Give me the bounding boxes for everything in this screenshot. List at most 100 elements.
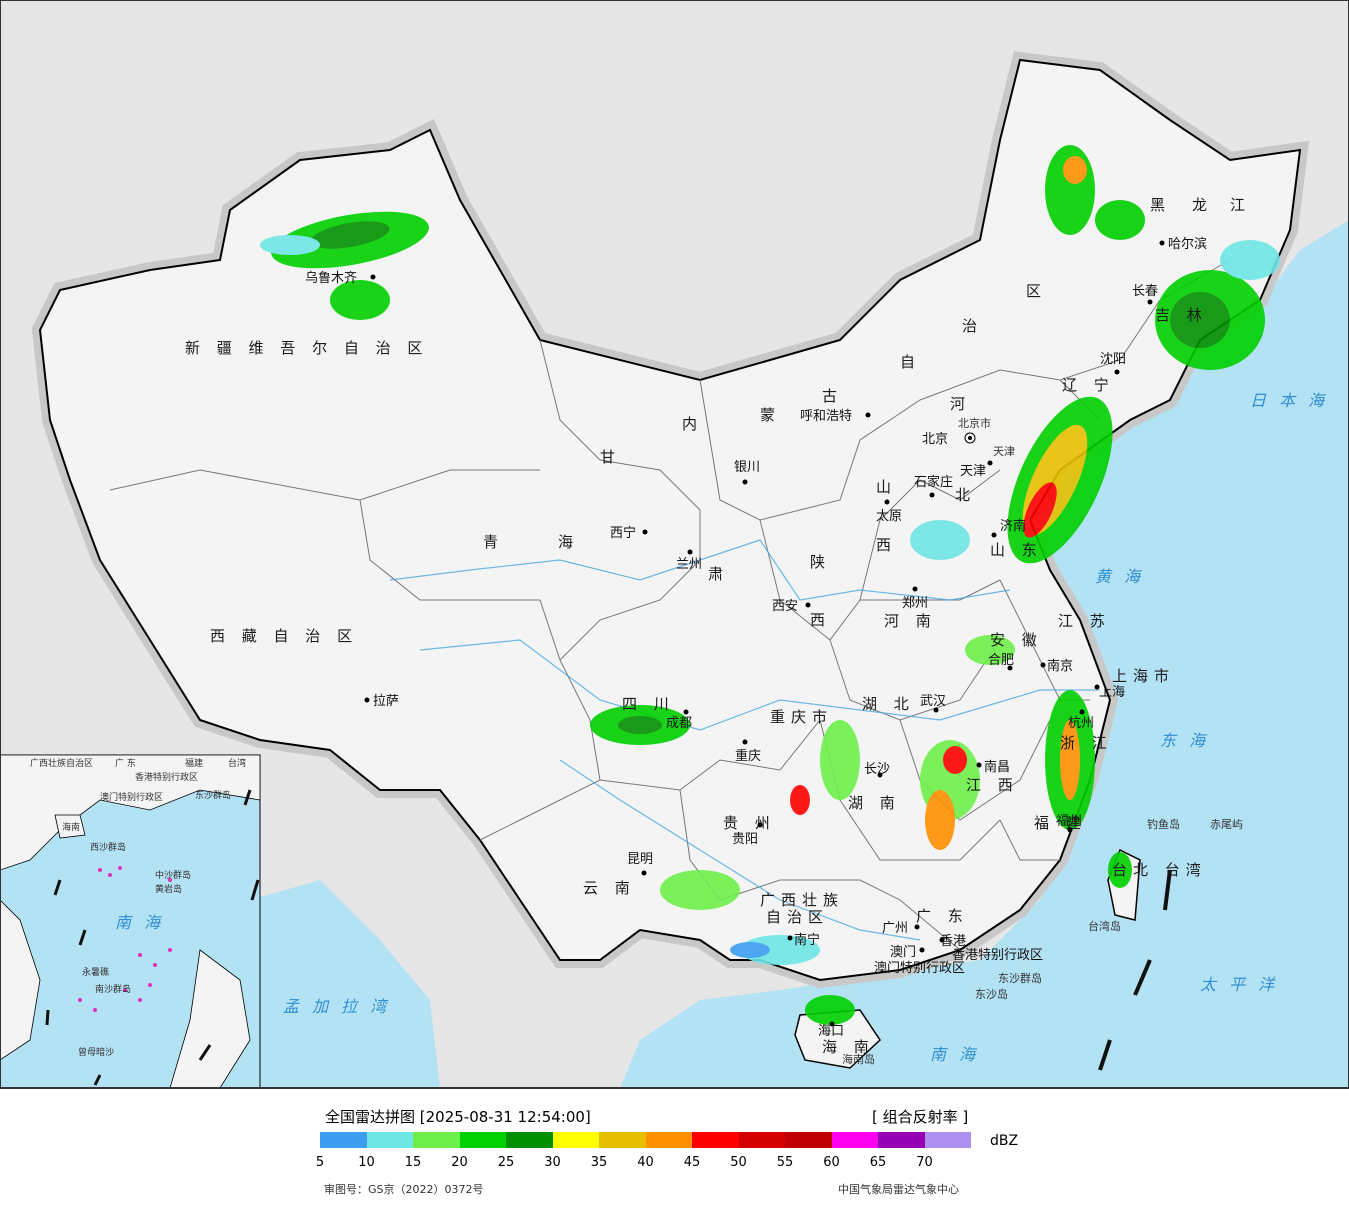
label-xizang: 西 藏 自 治 区: [210, 627, 358, 645]
city-wuhan: 武汉: [920, 694, 946, 709]
label-shaanxi-2: 西: [810, 611, 831, 629]
label-hebei-2: 北: [955, 486, 976, 504]
label-yunnan: 云 南: [583, 879, 636, 897]
city-hohhot: 呼和浩特: [800, 409, 852, 424]
label-shanxi-1: 山: [876, 478, 897, 496]
inset-nansha: 南沙群岛: [95, 983, 131, 995]
city-haikou: 海口: [818, 1024, 844, 1039]
map-title: 全国雷达拼图 [2025-08-31 12:54:00]: [325, 1108, 591, 1126]
label-qinghai-1: 青: [483, 533, 504, 551]
city-harbin: 哈尔滨: [1168, 236, 1207, 252]
city-yinchuan: 银川: [734, 460, 760, 475]
label-zhejiang: 浙 江: [1060, 734, 1113, 752]
ocean-bengal: [250, 880, 440, 1088]
label-jiangxi: 江 西: [966, 776, 1019, 794]
label-hunan: 湖 南: [848, 794, 901, 812]
city-chongqing: 重庆: [735, 748, 761, 764]
label-guangxi-1: 广西壮族: [760, 891, 844, 909]
inset-hk: 香港特别行政区: [135, 771, 198, 783]
city-changsha: 长沙: [864, 762, 890, 777]
city-jinan: 济南: [1000, 518, 1026, 534]
ocean-japan-sea: [1240, 220, 1349, 440]
label-jilin: 吉 林: [1155, 306, 1208, 324]
label-hlj-1: 黑: [1150, 196, 1171, 214]
label-guangdong: 广 东: [916, 907, 969, 925]
inset-zengmu: 曾母暗沙: [78, 1046, 114, 1058]
label-diaoyu: 钓鱼岛: [1147, 817, 1180, 831]
city-xining: 西宁: [610, 525, 636, 541]
approval-number: 审图号：GS京（2022）0372号: [324, 1183, 484, 1196]
tick-label: 40: [637, 1155, 654, 1170]
city-guiyang: 贵阳: [732, 832, 758, 847]
label-xinjiang: 新 疆 维 吾 尔 自 治 区: [185, 339, 428, 357]
inset-fujian: 福建: [185, 757, 203, 769]
tick-label: 60: [823, 1155, 840, 1170]
label-shanxi-2: 西: [876, 536, 897, 554]
swatch-1: [366, 1132, 413, 1148]
hainan-island: [794, 1009, 881, 1069]
inset-dongsha: 东沙群岛: [195, 789, 231, 801]
label-chiwei: 赤尾屿: [1210, 818, 1243, 831]
city-hongkong: 香港: [940, 934, 966, 949]
label-nmg-5: 治: [962, 317, 983, 335]
tick-label: 50: [730, 1155, 747, 1170]
label-hainan: 海 南: [822, 1038, 875, 1056]
city-fuzhou: 福州: [1056, 814, 1082, 829]
label-tianjin-shi: 天津: [993, 445, 1015, 458]
city-nanchang: 南昌: [984, 759, 1010, 775]
tick-label: 35: [590, 1155, 608, 1170]
swatch-10: [785, 1132, 832, 1148]
city-zhengzhou: 郑州: [902, 596, 928, 611]
inset-huangyan: 黄岩岛: [155, 883, 182, 895]
swatch-3: [459, 1132, 506, 1148]
city-nanjing: 南京: [1047, 658, 1073, 674]
inset-south-sea: 南 海: [115, 913, 164, 932]
label-guizhou: 贵 州: [723, 814, 776, 832]
tick-label: 45: [683, 1155, 701, 1170]
tick-label: 25: [497, 1155, 515, 1170]
label-hlj-3: 江: [1230, 196, 1251, 214]
radar-map[interactable]: 新 疆 维 吾 尔 自 治 区 西 藏 自 治 区 青 海 甘 肃 内 蒙 古 …: [0, 0, 1349, 1088]
inset-taiwan: 台湾: [228, 757, 246, 769]
unit-label: dBZ: [990, 1133, 1019, 1149]
swatch-4: [506, 1132, 553, 1148]
label-anhui: 安 徽: [990, 631, 1043, 649]
label-nmg-4: 自: [900, 353, 921, 371]
inset-macau: 澳门特别行政区: [100, 791, 163, 803]
inset-xisha: 西沙群岛: [90, 841, 126, 853]
label-liaoning: 辽 宁: [1062, 376, 1115, 394]
tick-label: 65: [869, 1155, 887, 1170]
label-hebei-1: 河: [950, 395, 971, 413]
label-gansu-1: 甘: [600, 448, 621, 466]
label-hainan-island: 海南岛: [842, 1052, 875, 1066]
rivers: [389, 539, 1100, 941]
label-bengal-bay: 孟 加 拉 湾: [283, 997, 390, 1016]
tick-label: 20: [451, 1155, 468, 1170]
city-nanning: 南宁: [794, 932, 820, 948]
swatch-0: [320, 1132, 367, 1148]
tick-label: 55: [776, 1155, 794, 1170]
city-lanzhou: 兰州: [676, 557, 702, 572]
label-dongsha: 东沙群岛: [998, 971, 1042, 985]
swatch-8: [692, 1132, 739, 1148]
label-hk-sar: 香港特别行政区: [952, 948, 1043, 963]
tick-label: 5: [315, 1155, 325, 1170]
color-scale-bar: [320, 1132, 971, 1148]
product-label: [ 组合反射率 ]: [872, 1108, 969, 1126]
south-sea-inset: 广西壮族自治区 广 东 福建 台湾 香港特别行政区 澳门特别行政区 东沙群岛 海…: [0, 754, 261, 1088]
city-shanghai: 上海: [1099, 685, 1125, 700]
label-nmg-1: 内: [682, 415, 703, 433]
label-gansu-2: 肃: [708, 565, 729, 583]
label-chongqing: 重庆市: [770, 708, 833, 726]
city-urumqi: 乌鲁木齐: [305, 270, 357, 286]
city-xian: 西安: [772, 599, 798, 614]
city-lhasa: 拉萨: [373, 694, 399, 709]
color-scale-ticks: 5 10 15 20 25 30 35 40 45 50 55 60 65 70: [316, 1155, 960, 1173]
label-south-sea: 南 海: [930, 1045, 979, 1064]
swatch-7: [645, 1132, 692, 1148]
inset-yongshu: 永暑礁: [82, 966, 109, 978]
label-fujian: 福 建: [1034, 814, 1087, 832]
inset-guangdong: 广 东: [115, 757, 136, 769]
label-east-sea: 东 海: [1160, 731, 1209, 750]
swatch-11: [831, 1132, 878, 1148]
